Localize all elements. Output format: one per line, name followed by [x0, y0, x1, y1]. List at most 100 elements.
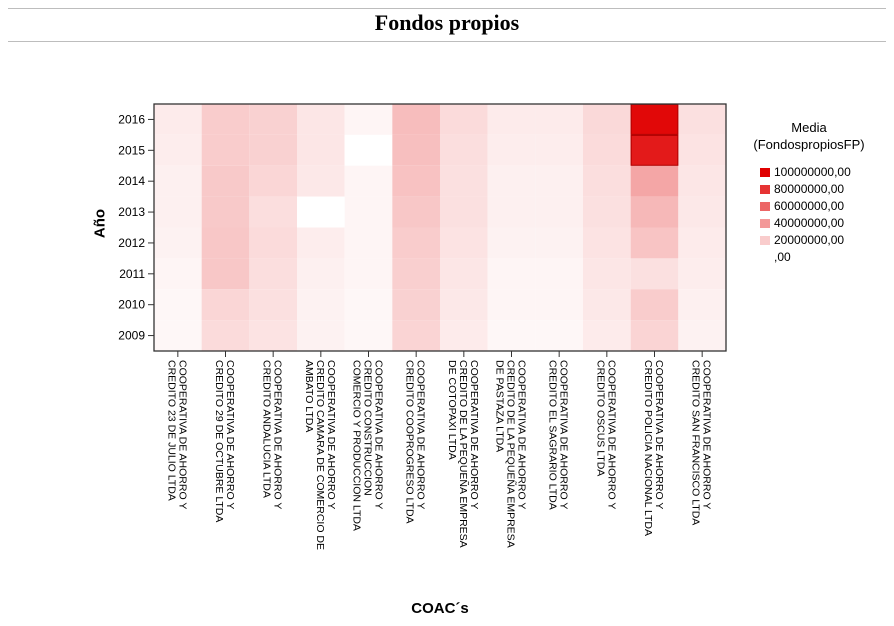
legend-label: 40000000,00: [774, 216, 845, 230]
heatmap-cell: [392, 258, 440, 290]
heatmap-cell: [583, 227, 631, 259]
y-tick-label: 2013: [118, 205, 145, 219]
heatmap-cell: [249, 258, 297, 290]
heatmap-cell: [535, 258, 583, 290]
heatmap-cell: [440, 165, 488, 197]
x-tick-label: COOPERATIVA DE AHORRO Y: [224, 360, 236, 509]
heatmap-cell: [440, 134, 488, 166]
legend-title: Media (FondospropiosFP): [753, 120, 865, 152]
legend-swatch: [760, 202, 770, 211]
heatmap-cell: [630, 134, 679, 166]
heatmap-cell: [392, 134, 440, 166]
plot-frame: [153, 103, 727, 352]
heatmap-cell: [487, 134, 536, 166]
x-tick-label: CREDITO COOPROGRESO LTDA: [404, 360, 416, 524]
heatmap-cell: [297, 196, 345, 228]
heatmap-cell: [297, 165, 345, 197]
heatmap-cell: [440, 196, 488, 228]
title-underline: [8, 41, 886, 42]
heatmap-cell: [583, 258, 631, 290]
top-rule: [8, 8, 886, 9]
heatmap-cell: [201, 289, 250, 321]
heatmap-cell: [154, 320, 202, 351]
x-tick-label: DE COTOPAXI LTDA: [446, 360, 458, 460]
legend-swatch: [760, 185, 770, 194]
heatmap-cell: [392, 289, 440, 321]
y-tick-label: 2010: [118, 298, 145, 312]
x-tick-label: CREDITO POLICIA NACIONAL LTDA: [642, 360, 654, 536]
x-tick-label: CREDITO DE LA PEQUEÑA EMPRESA: [457, 360, 470, 548]
heatmap-cell: [201, 258, 250, 290]
y-tick-label: 2011: [119, 267, 145, 281]
heatmap-cell: [535, 196, 583, 228]
heatmap-cell: [201, 320, 250, 351]
x-tick-label: CREDITO 23 DE JULIO LTDA: [165, 360, 177, 501]
x-tick-label: COOPERATIVA DE AHORRO Y: [415, 360, 427, 509]
heatmap-cell: [678, 227, 726, 259]
x-tick-label: COOPERATIVA DE AHORRO Y: [373, 360, 385, 509]
heatmap-cell: [630, 258, 679, 290]
chart-title: Fondos propios: [374, 10, 520, 35]
heatmap-cell: [344, 227, 393, 259]
heatmap-cell: [249, 227, 297, 259]
y-tick-label: 2014: [118, 174, 145, 188]
heatmap-cell: [344, 165, 393, 197]
heatmap-cell: [440, 227, 488, 259]
heatmap-cell: [487, 104, 536, 135]
heatmap-cell: [535, 165, 583, 197]
heatmap-cell: [678, 196, 726, 228]
x-tick-label: COOPERATIVA DE AHORRO Y: [468, 360, 480, 509]
legend-swatch: [760, 168, 770, 177]
heatmap-cell: [344, 134, 393, 166]
x-tick-label: COOPERATIVA DE AHORRO Y: [516, 360, 528, 509]
heatmap-cell: [630, 165, 679, 197]
heatmap-cell: [678, 134, 726, 166]
heatmap-cell: [201, 165, 250, 197]
heatmap-cell: [440, 289, 488, 321]
x-tick-label: COOPERATIVA DE AHORRO Y: [558, 360, 570, 509]
legend-swatch: [760, 236, 770, 245]
heatmap-cell: [297, 104, 345, 135]
heatmap-cell: [344, 196, 393, 228]
heatmap-cell: [630, 196, 679, 228]
heatmap-cell: [297, 258, 345, 290]
x-tick-label: COMERCIO Y PRODUCCION LTDA: [351, 360, 363, 531]
heatmap-cell: [678, 320, 726, 351]
heatmap-cell: [487, 289, 536, 321]
heatmap-cell: [249, 165, 297, 197]
heatmap-cell: [583, 320, 631, 351]
heatmap-cell: [297, 289, 345, 321]
heatmap-cell: [583, 104, 631, 135]
heatmap-cell: [487, 258, 536, 290]
heatmap-cell: [344, 289, 393, 321]
heatmap-cell: [630, 320, 679, 351]
heatmap-cell: [487, 227, 536, 259]
heatmap-cell: [392, 196, 440, 228]
heatmap-cell: [487, 196, 536, 228]
heatmap-cell: [535, 227, 583, 259]
legend-label: ,00: [774, 250, 791, 264]
x-tick-label: COOPERATIVA DE AHORRO Y: [272, 360, 284, 509]
x-axis-label: COAC´s: [411, 600, 469, 617]
heatmap-cell: [440, 258, 488, 290]
heatmap-cell: [678, 289, 726, 321]
x-tick-label: CREDITO SAN FRANCISCO LTDA: [690, 360, 702, 525]
heatmap-cell: [154, 134, 202, 166]
legend-label: 80000000,00: [774, 182, 845, 196]
heatmap-cell-outline: [630, 134, 679, 166]
heatmap-cell: [154, 196, 202, 228]
y-tick-label: 2009: [118, 329, 145, 343]
legend-swatch: [760, 253, 770, 262]
heatmap-cell: [583, 289, 631, 321]
heatmap-cell: [392, 165, 440, 197]
heatmap-cell: [630, 289, 679, 321]
x-tick-label: CREDITO ANDALUCIA LTDA: [261, 360, 273, 498]
x-tick-label: AMBATO LTDA: [303, 360, 315, 432]
heatmap-cell: [249, 320, 297, 351]
heatmap-cell: [440, 320, 488, 351]
legend-label: 20000000,00: [774, 233, 845, 247]
heatmap-cell: [630, 227, 679, 259]
x-tick-label: DE PASTAZA LTDA: [494, 360, 506, 452]
heatmap-cell: [440, 104, 488, 135]
heatmap-cell: [583, 196, 631, 228]
